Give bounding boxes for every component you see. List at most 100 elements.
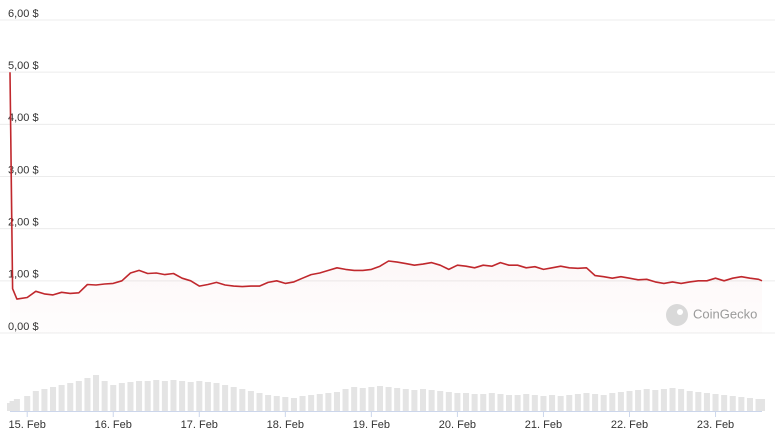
watermark: CoinGecko xyxy=(666,304,757,326)
volume-bar xyxy=(635,390,642,411)
volume-bar xyxy=(118,383,125,411)
volume-bar xyxy=(738,397,745,411)
volume-bar xyxy=(617,392,624,411)
x-tick-label: 20. Feb xyxy=(439,419,476,431)
volume-bar xyxy=(445,392,452,411)
volume-bar xyxy=(437,391,444,411)
volume-bar xyxy=(686,391,693,411)
volume-bar xyxy=(127,382,134,411)
volume-bar xyxy=(463,393,470,411)
volume-bar xyxy=(265,395,272,411)
volume-bar xyxy=(75,381,82,411)
volume-bar xyxy=(712,394,719,411)
volume-bar xyxy=(454,393,461,411)
volume-bar xyxy=(411,390,418,411)
volume-bar xyxy=(290,398,297,411)
volume-bar xyxy=(342,389,349,411)
volume-bar xyxy=(566,395,573,411)
x-tick-label: 17. Feb xyxy=(181,419,218,431)
volume-bar xyxy=(746,398,753,411)
volume-bar xyxy=(695,392,702,411)
y-tick-label: 6,00 $ xyxy=(8,8,39,20)
volume-bar xyxy=(67,383,74,411)
x-tick-label: 18. Feb xyxy=(267,419,304,431)
volume-bar xyxy=(333,392,340,411)
volume-bar xyxy=(600,395,607,411)
watermark-text: CoinGecko xyxy=(693,306,757,321)
volume-bar xyxy=(153,380,160,411)
volume-bar xyxy=(325,393,332,411)
volume-bar xyxy=(230,387,237,411)
volume-bar xyxy=(480,394,487,411)
volume-bar xyxy=(385,387,392,411)
volume-bar xyxy=(299,396,306,411)
volume-bar xyxy=(256,393,263,411)
y-tick-label: 2,00 $ xyxy=(8,217,39,229)
volume-bar xyxy=(170,380,177,411)
watermark-logo-eye xyxy=(677,309,683,315)
volume-bar xyxy=(540,396,547,411)
volume-bar xyxy=(282,397,289,411)
volume-bar xyxy=(549,395,556,411)
volume-bar xyxy=(557,396,564,411)
volume-bar xyxy=(239,389,246,411)
volume-bar xyxy=(32,391,39,411)
volume-bar xyxy=(101,381,108,411)
volume-bar xyxy=(247,391,254,411)
volume-bar xyxy=(222,385,229,411)
volume-bar xyxy=(161,381,168,411)
x-tick-label: 21. Feb xyxy=(525,419,562,431)
volume-bar xyxy=(402,389,409,411)
volume-bar xyxy=(50,387,57,411)
volume-bar xyxy=(9,401,16,411)
volume-bar xyxy=(609,393,616,411)
y-tick-label: 4,00 $ xyxy=(8,112,39,124)
volume-bar xyxy=(316,394,323,411)
volume-bar xyxy=(394,388,401,411)
volume-bar xyxy=(13,399,20,411)
volume-bar xyxy=(58,385,65,411)
volume-bar xyxy=(359,388,366,411)
plot: 0,00 $1,00 $2,00 $3,00 $4,00 $5,00 $6,00… xyxy=(0,8,775,431)
volume-bar xyxy=(506,395,513,411)
volume-bar xyxy=(110,385,117,411)
x-tick-label: 15. Feb xyxy=(9,419,46,431)
volume-bar xyxy=(376,386,383,411)
volume-bar xyxy=(213,383,220,411)
volume-bar xyxy=(308,395,315,411)
volume-bar xyxy=(24,396,31,411)
x-tick-label: 23. Feb xyxy=(697,419,734,431)
volume-bar xyxy=(428,390,435,411)
volume-bar xyxy=(187,382,194,411)
x-tick-label: 19. Feb xyxy=(353,419,390,431)
volume-bar xyxy=(144,381,151,411)
volume-bar xyxy=(136,381,143,411)
volume-bar xyxy=(660,389,667,411)
volume-bar xyxy=(721,395,728,411)
volume-bar xyxy=(669,388,676,411)
x-tick-label: 16. Feb xyxy=(95,419,132,431)
volume-bar xyxy=(643,389,650,411)
volume-bar xyxy=(758,399,766,411)
y-tick-label: 3,00 $ xyxy=(8,164,39,176)
volume-bar xyxy=(196,381,203,411)
volume-bar xyxy=(583,393,590,411)
volume-bar xyxy=(84,378,91,411)
volume-bar xyxy=(41,389,48,411)
volume-bar xyxy=(729,396,736,411)
volume-bar xyxy=(179,381,186,411)
y-tick-label: 5,00 $ xyxy=(8,60,39,72)
watermark-logo xyxy=(666,304,688,326)
volume-bar xyxy=(351,387,358,411)
volume-bar xyxy=(497,394,504,411)
price-line xyxy=(9,72,763,300)
volume-bar xyxy=(514,395,521,411)
volume-bar xyxy=(273,396,280,411)
volume-bar xyxy=(626,391,633,411)
volume-bar xyxy=(93,375,100,411)
volume-bar xyxy=(488,393,495,411)
price-area xyxy=(10,72,762,333)
volume-bar xyxy=(531,395,538,411)
